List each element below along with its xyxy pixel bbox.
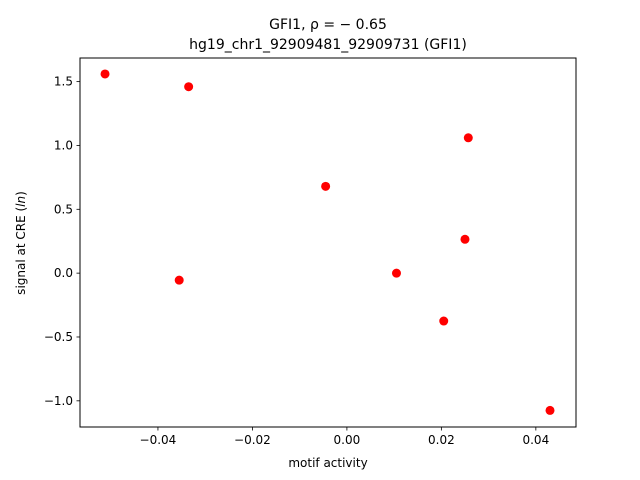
chart-title: GFI1, ρ = − 0.65: [269, 17, 387, 33]
y-axis: −1.0 −0.5 0.0 0.5 1.0 1.5: [44, 75, 80, 408]
y-tick-label: 1.0: [54, 138, 73, 152]
x-axis: −0.04 −0.02 0.00 0.02 0.04: [140, 427, 549, 447]
x-tick-label: −0.04: [140, 433, 177, 447]
y-tick-label: 1.5: [54, 75, 73, 89]
scatter-point: [100, 69, 110, 79]
x-axis-label: motif activity: [288, 456, 367, 470]
x-tick-label: 0.04: [522, 433, 549, 447]
data-points: [100, 69, 555, 415]
scatter-point: [460, 234, 470, 244]
plot-area-frame: [79, 57, 577, 428]
y-tick-label: 0.0: [54, 266, 73, 280]
scatter-point: [545, 405, 555, 415]
scatter-point: [184, 82, 194, 92]
scatter-point: [174, 275, 184, 285]
y-axis-label: signal at CRE (ln): [14, 191, 28, 295]
chart-subtitle: hg19_chr1_92909481_92909731 (GFI1): [189, 37, 467, 53]
y-tick-label: −0.5: [44, 330, 73, 344]
scatter-point: [391, 268, 401, 278]
x-tick-label: 0.00: [334, 433, 361, 447]
y-tick-label: −1.0: [44, 394, 73, 408]
y-tick-label: 0.5: [54, 202, 73, 216]
scatter-point: [321, 181, 331, 191]
x-tick-label: −0.02: [234, 433, 271, 447]
scatter-point: [463, 133, 473, 143]
scatter-point: [439, 316, 449, 326]
x-tick-label: 0.02: [428, 433, 455, 447]
